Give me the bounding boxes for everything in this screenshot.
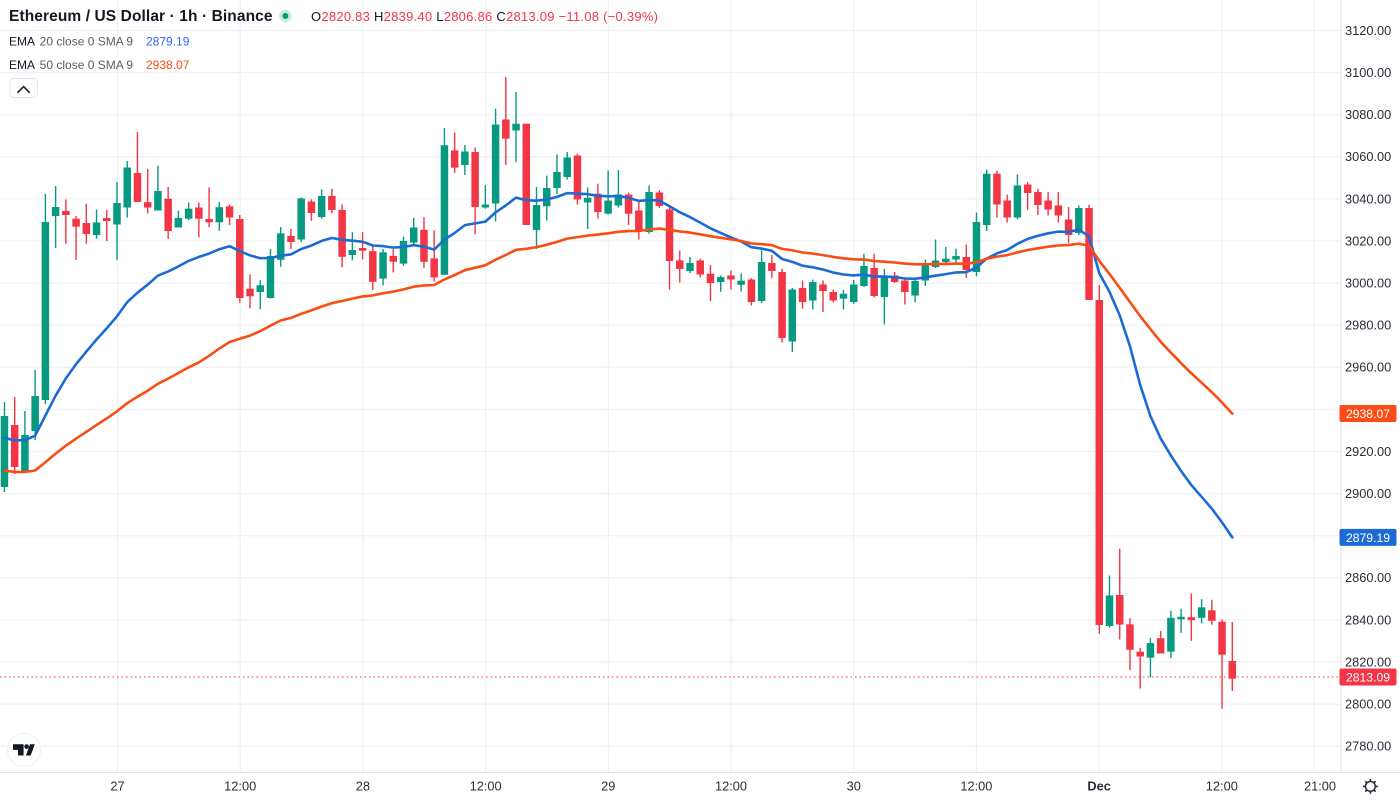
svg-text:3040.00: 3040.00	[1345, 191, 1391, 206]
svg-text:2980.00: 2980.00	[1345, 318, 1391, 333]
svg-text:28: 28	[356, 779, 370, 794]
svg-text:12:00: 12:00	[224, 779, 256, 794]
svg-text:3120.00: 3120.00	[1345, 23, 1391, 38]
svg-text:2960.00: 2960.00	[1345, 360, 1391, 375]
svg-text:O2820.83 H2839.40 L2806.86 C28: O2820.83 H2839.40 L2806.86 C2813.09 −11.…	[311, 9, 658, 24]
svg-text:27: 27	[110, 779, 124, 794]
svg-text:2840.00: 2840.00	[1345, 612, 1391, 627]
svg-text:EMA 20 close 0 SMA 9: EMA 20 close 0 SMA 9	[9, 34, 133, 48]
svg-text:2900.00: 2900.00	[1345, 486, 1391, 501]
svg-text:3080.00: 3080.00	[1345, 107, 1391, 122]
svg-text:29: 29	[601, 779, 615, 794]
svg-text:2938.07: 2938.07	[1346, 407, 1390, 421]
svg-text:21:00: 21:00	[1304, 779, 1336, 794]
svg-text:2879.19: 2879.19	[146, 34, 190, 48]
svg-text:3060.00: 3060.00	[1345, 149, 1391, 164]
svg-text:12:00: 12:00	[1206, 779, 1238, 794]
svg-text:2780.00: 2780.00	[1345, 739, 1391, 754]
svg-text:30: 30	[847, 779, 861, 794]
svg-text:EMA 50 close 0 SMA 9: EMA 50 close 0 SMA 9	[9, 58, 133, 72]
svg-text:3020.00: 3020.00	[1345, 233, 1391, 248]
svg-text:2800.00: 2800.00	[1345, 697, 1391, 712]
svg-text:12:00: 12:00	[960, 779, 992, 794]
svg-text:2860.00: 2860.00	[1345, 570, 1391, 585]
svg-text:3100.00: 3100.00	[1345, 65, 1391, 80]
svg-text:2879.19: 2879.19	[1346, 531, 1390, 545]
svg-text:3000.00: 3000.00	[1345, 276, 1391, 291]
svg-text:Dec: Dec	[1087, 779, 1110, 794]
svg-text:Ethereum / US Dollar · 1h · Bi: Ethereum / US Dollar · 1h · Binance	[9, 8, 273, 25]
svg-text:2820.00: 2820.00	[1345, 654, 1391, 669]
svg-text:2813.09: 2813.09	[1346, 670, 1390, 684]
svg-text:2938.07: 2938.07	[146, 58, 190, 72]
svg-text:2920.00: 2920.00	[1345, 444, 1391, 459]
svg-text:12:00: 12:00	[715, 779, 747, 794]
svg-text:12:00: 12:00	[470, 779, 502, 794]
